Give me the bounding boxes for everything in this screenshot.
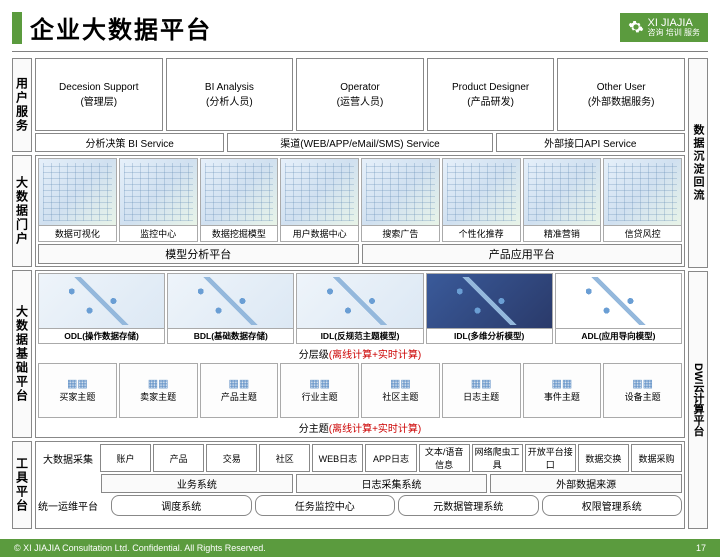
portal-search-ads: 搜索广告 xyxy=(361,158,440,242)
ops-label: 统一运维平台 xyxy=(38,498,108,513)
col-weblog: WEB日志 xyxy=(312,444,363,472)
theme-industry: ▦▦行业主题 xyxy=(280,363,359,418)
ops-metadata: 元数据管理系统 xyxy=(398,495,539,516)
col-purchase: 数据采购 xyxy=(631,444,682,472)
ops-scheduler: 调度系统 xyxy=(111,495,252,516)
portal-personalize: 个性化推荐 xyxy=(442,158,521,242)
layer-bdl: BDL(基础数据存储) xyxy=(167,273,294,344)
layer-strip: 分层级(离线计算+实时计算) xyxy=(38,346,682,361)
vlabel-base: 大数据基础平台 xyxy=(12,270,32,438)
theme-strip: 分主题(离线计算+实时计算) xyxy=(38,420,682,435)
user-other: Other User(外部数据服务) xyxy=(557,58,685,131)
ops-acl: 权限管理系统 xyxy=(542,495,683,516)
layer-adl: ADL(应用导向模型) xyxy=(555,273,682,344)
logo-sub: 咨询 培训 服务 xyxy=(648,29,700,38)
user-decision-support: Decesion Support(管理层) xyxy=(35,58,163,131)
col-account: 账户 xyxy=(100,444,151,472)
theme-community: ▦▦社区主题 xyxy=(361,363,440,418)
ops-task-monitor: 任务监控中心 xyxy=(255,495,396,516)
col-product: 产品 xyxy=(153,444,204,472)
page-title: 企业大数据平台 xyxy=(30,10,212,45)
title-row: 企业大数据平台 XI JIAJIA 咨询 培训 服务 xyxy=(12,10,708,52)
portal: 数据可视化 监控中心 数据挖掘模型 用户数据中心 搜索广告 个性化推荐 精准营销… xyxy=(35,155,685,267)
portal-userdata: 用户数据中心 xyxy=(280,158,359,242)
col-applog: APP日志 xyxy=(365,444,416,472)
col-openapi: 开放平台接口 xyxy=(525,444,576,472)
portal-mining: 数据挖掘模型 xyxy=(200,158,279,242)
accent-bar xyxy=(12,12,22,44)
footer-text: © XI JIAJIA Consultation Ltd. Confidenti… xyxy=(14,543,266,553)
svc-api: 外部接口API Service xyxy=(496,133,685,152)
col-text-voice: 文本/语音信息 xyxy=(419,444,470,472)
vlabel-user-services: 用户服务 xyxy=(12,58,32,152)
user-bi-analysis: BI Analysis(分析人员) xyxy=(166,58,294,131)
grp-biz: 业务系统 xyxy=(101,474,293,493)
user-operator: Operator(运营人员) xyxy=(296,58,424,131)
svc-channel: 渠道(WEB/APP/eMail/SMS) Service xyxy=(227,133,492,152)
grp-log: 日志采集系统 xyxy=(296,474,488,493)
svc-bi: 分析决策 BI Service xyxy=(35,133,224,152)
portal-marketing: 精准营销 xyxy=(523,158,602,242)
base: ODL(操作数据存储) BDL(基础数据存储) IDL(反规范主题模型) IDL… xyxy=(35,270,685,438)
theme-event: ▦▦事件主题 xyxy=(523,363,602,418)
layer-idl-denorm: IDL(反规范主题模型) xyxy=(296,273,423,344)
tools: 大数据采集 账户 产品 交易 社区 WEB日志 APP日志 文本/语音信息 网络… xyxy=(35,441,685,529)
theme-log: ▦▦日志主题 xyxy=(442,363,521,418)
portal-app-platform: 产品应用平台 xyxy=(362,244,683,264)
portal-model-platform: 模型分析平台 xyxy=(38,244,359,264)
gear-icon xyxy=(628,19,644,35)
vlabel-tools: 工具平台 xyxy=(12,441,32,529)
collect-label: 大数据采集 xyxy=(38,444,98,472)
layer-odl: ODL(操作数据存储) xyxy=(38,273,165,344)
brand-logo: XI JIAJIA 咨询 培训 服务 xyxy=(620,13,708,42)
theme-buyer: ▦▦买家主题 xyxy=(38,363,117,418)
vlabel-portal: 大数据门户 xyxy=(12,155,32,267)
theme-product: ▦▦产品主题 xyxy=(200,363,279,418)
portal-credit-risk: 信贷风控 xyxy=(603,158,682,242)
portal-visualization: 数据可视化 xyxy=(38,158,117,242)
theme-seller: ▦▦卖家主题 xyxy=(119,363,198,418)
page-number: 17 xyxy=(696,543,706,553)
user-product-designer: Product Designer(产品研发) xyxy=(427,58,555,131)
portal-monitor: 监控中心 xyxy=(119,158,198,242)
col-trade: 交易 xyxy=(206,444,257,472)
layer-idl-cube: IDL(多维分析模型) xyxy=(426,273,553,344)
footer: © XI JIAJIA Consultation Ltd. Confidenti… xyxy=(0,539,720,557)
col-community: 社区 xyxy=(259,444,310,472)
vlabel-reflow: 数据沉淀回流 xyxy=(688,58,708,268)
grp-ext: 外部数据来源 xyxy=(490,474,682,493)
vlabel-dw-cloud: DW云计算平台 xyxy=(688,271,708,529)
col-exchange: 数据交换 xyxy=(578,444,629,472)
col-crawler: 网络爬虫工具 xyxy=(472,444,523,472)
theme-device: ▦▦设备主题 xyxy=(603,363,682,418)
